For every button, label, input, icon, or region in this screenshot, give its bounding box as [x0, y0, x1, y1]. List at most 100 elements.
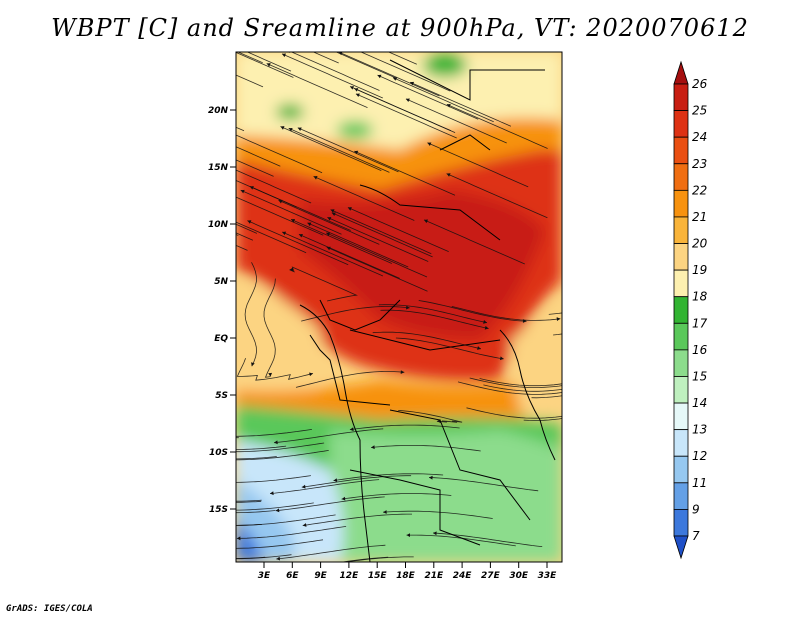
streamline — [548, 312, 562, 315]
streamline-arrow — [152, 492, 156, 496]
streamline — [297, 127, 399, 173]
streamline — [247, 220, 349, 266]
colorbar-segment — [673, 455, 689, 484]
streamline — [236, 74, 264, 88]
streamline-arrow — [221, 128, 225, 132]
lon-tick-label: 27E — [481, 571, 501, 581]
streamline — [347, 207, 449, 252]
colorbar-label: 11 — [692, 476, 707, 490]
streamline-arrow — [167, 452, 171, 456]
streamline-arrow — [152, 196, 156, 200]
streamline-arrow — [327, 217, 332, 221]
streamline-arrow — [204, 507, 208, 511]
map-frame — [235, 51, 563, 563]
streamline-arrow — [302, 523, 307, 527]
streamline — [246, 52, 292, 72]
streamline-arrow — [588, 382, 592, 386]
streamline-arrow — [282, 53, 287, 58]
streamline — [278, 199, 380, 245]
streamline — [236, 475, 311, 483]
colorbar-segment — [673, 163, 689, 191]
streamline — [236, 499, 262, 502]
streamline — [377, 74, 479, 120]
colorbar-label: 21 — [692, 210, 707, 224]
streamline-arrow — [330, 209, 335, 213]
lon-tick-label: 15E — [368, 571, 388, 581]
colorbar-label: 9 — [692, 502, 700, 516]
streamline — [349, 86, 451, 131]
streamline-arrow — [129, 426, 133, 430]
lat-tick-label: 15S — [209, 505, 228, 515]
colorbar-segment — [673, 216, 689, 244]
streamline-arrow — [304, 566, 308, 570]
streamline-arrow — [563, 390, 567, 394]
colorbar-label: 20 — [692, 237, 708, 251]
lat-tick-label: 10N — [208, 220, 229, 230]
streamline-arrow — [307, 222, 312, 227]
streamline — [236, 429, 312, 437]
colorbar-label: 22 — [692, 183, 707, 197]
streamline-arrow — [296, 34, 300, 38]
colorbar-segment — [673, 429, 689, 457]
streamline — [236, 180, 297, 208]
lat-tick-label: 5N — [214, 277, 228, 287]
colorbar-label: 18 — [692, 290, 708, 304]
streamline-arrow — [301, 484, 306, 489]
streamline-arrow — [280, 126, 285, 130]
colorbar-segment — [673, 482, 689, 510]
latitude-axis: 20N 15N 10N 5N EQ 5S 10S 15S — [208, 106, 236, 515]
streamline-arrow — [433, 531, 437, 536]
streamline — [405, 98, 507, 144]
colorbar-segment — [673, 269, 689, 298]
map-title: WBPT [C] and Sreamline at 900hPa, VT: 20… — [51, 14, 749, 42]
streamline-arrow — [269, 491, 274, 496]
streamline-arrow — [628, 289, 632, 293]
streamline — [531, 395, 562, 399]
streamline — [282, 231, 384, 277]
streamline-arrow — [162, 42, 166, 46]
streamline — [295, 371, 405, 388]
streamline — [307, 222, 409, 268]
lon-tick-label: 3E — [258, 571, 271, 581]
streamline-arrow — [392, 77, 397, 81]
streamline-arrow — [424, 219, 429, 224]
streamline-arrow — [278, 199, 283, 204]
streamline — [383, 510, 493, 519]
streamline — [466, 407, 562, 419]
colorbar-bottom-arrow — [673, 535, 689, 560]
streamline-arrow — [152, 494, 156, 498]
streamline — [469, 377, 562, 388]
streamline — [331, 212, 433, 258]
lon-tick-label: 33E — [538, 571, 558, 581]
streamline — [276, 544, 386, 560]
streamline — [236, 223, 258, 234]
streamline — [335, 52, 398, 79]
streamline-arrow — [201, 479, 205, 483]
streamline-arrow — [196, 163, 200, 167]
streamline — [236, 442, 325, 453]
streamline-arrow — [333, 478, 338, 482]
streamline-arrow — [331, 212, 336, 216]
streamline-arrow — [446, 173, 451, 177]
streamline-arrow — [138, 191, 142, 195]
streamline — [327, 217, 429, 262]
streamline-arrow — [247, 220, 252, 224]
streamline-arrow — [176, 444, 180, 448]
streamline — [457, 381, 562, 395]
streamline-arrow — [236, 536, 241, 541]
streamline-arrow — [275, 508, 280, 513]
colorbar-segment — [673, 402, 689, 431]
streamline — [333, 473, 444, 481]
streamline-arrow — [636, 378, 640, 382]
streamline-arrow — [156, 550, 160, 554]
streamline-arrow — [326, 232, 331, 237]
streamline-arrow — [556, 317, 561, 321]
colorbar-segment — [673, 83, 689, 111]
lat-tick-label: 5S — [215, 391, 228, 401]
colorbar-segment — [673, 376, 689, 404]
streamline-arrow — [251, 362, 255, 367]
streamline-arrow — [213, 546, 217, 550]
streamline-arrow — [182, 554, 186, 558]
streamline — [398, 410, 463, 423]
streamline-arrow — [484, 325, 489, 330]
